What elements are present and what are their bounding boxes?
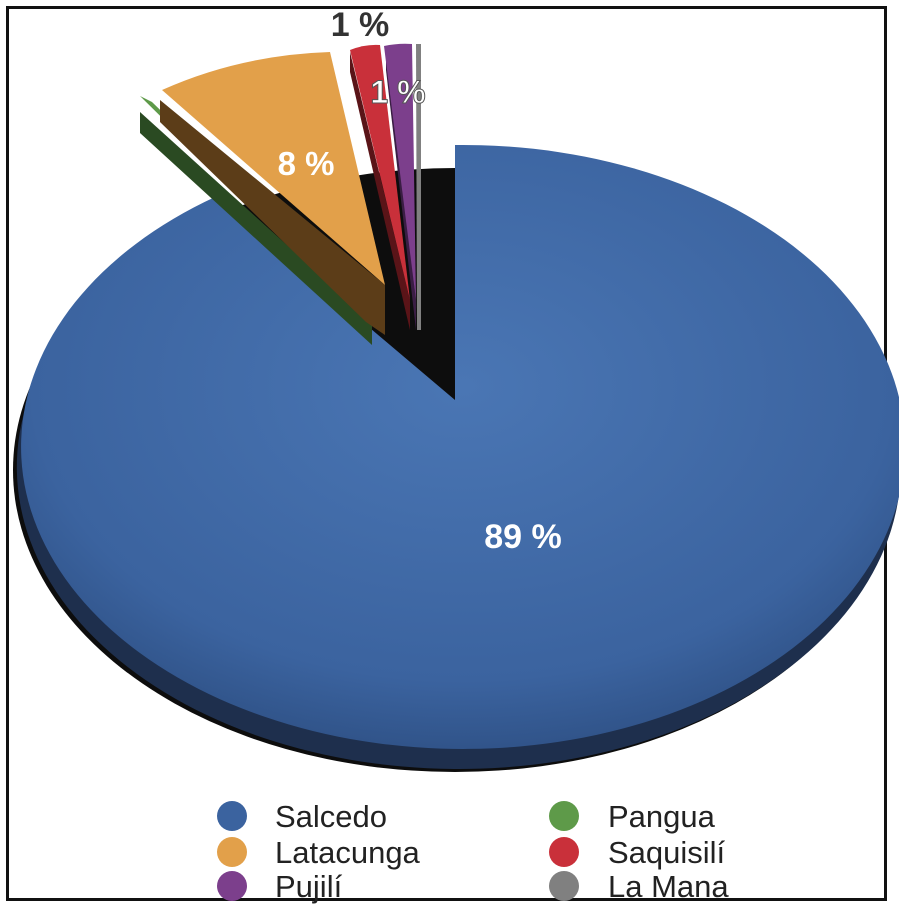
slice-saquisili <box>350 44 410 300</box>
slice-saquisili-group <box>350 44 410 330</box>
slice-pujili-group <box>384 43 416 330</box>
slice-saquisili-depth <box>350 52 410 330</box>
slice-pujili <box>384 43 416 300</box>
legend-swatch-saquisili <box>549 837 579 867</box>
legend-swatch-latacunga <box>217 837 247 867</box>
legend-label-la-mana: La Mana <box>608 869 729 904</box>
slice-la-mana-group <box>416 44 421 330</box>
legend-item-saquisili: Saquisilí <box>549 835 726 870</box>
legend-label-pangua: Pangua <box>608 799 716 834</box>
slice-latacunga-group <box>160 52 385 335</box>
slice-pangua-depth <box>140 112 372 345</box>
legend-swatch-la-mana <box>549 871 579 901</box>
legend-label-salcedo: Salcedo <box>275 799 387 834</box>
legend-swatch-salcedo <box>217 801 247 831</box>
label-latacunga: 8 % <box>278 145 335 182</box>
legend-item-la-mana: La Mana <box>549 869 729 904</box>
slice-latacunga-depth <box>160 100 385 335</box>
legend-item-pangua: Pangua <box>549 799 716 834</box>
slice-latacunga <box>162 52 385 285</box>
label-pujili: 1 % <box>370 74 425 110</box>
legend-item-pujili: Pujilí <box>217 869 343 904</box>
legend-swatch-pujili <box>217 871 247 901</box>
slice-salcedo <box>21 144 899 749</box>
legend-label-latacunga: Latacunga <box>275 835 421 870</box>
label-salcedo: 89 % <box>484 518 562 556</box>
slice-salcedo-group <box>13 144 899 772</box>
legend: Salcedo Pangua Latacunga Saquisilí Pujil… <box>217 799 729 904</box>
legend-label-pujili: Pujilí <box>275 869 343 904</box>
slice-la-mana <box>416 44 421 330</box>
legend-item-salcedo: Salcedo <box>217 799 387 834</box>
legend-swatch-pangua <box>549 801 579 831</box>
label-saquisili: 1 % <box>331 6 390 44</box>
legend-label-saquisili: Saquisilí <box>608 835 726 870</box>
legend-item-latacunga: Latacunga <box>217 835 421 870</box>
